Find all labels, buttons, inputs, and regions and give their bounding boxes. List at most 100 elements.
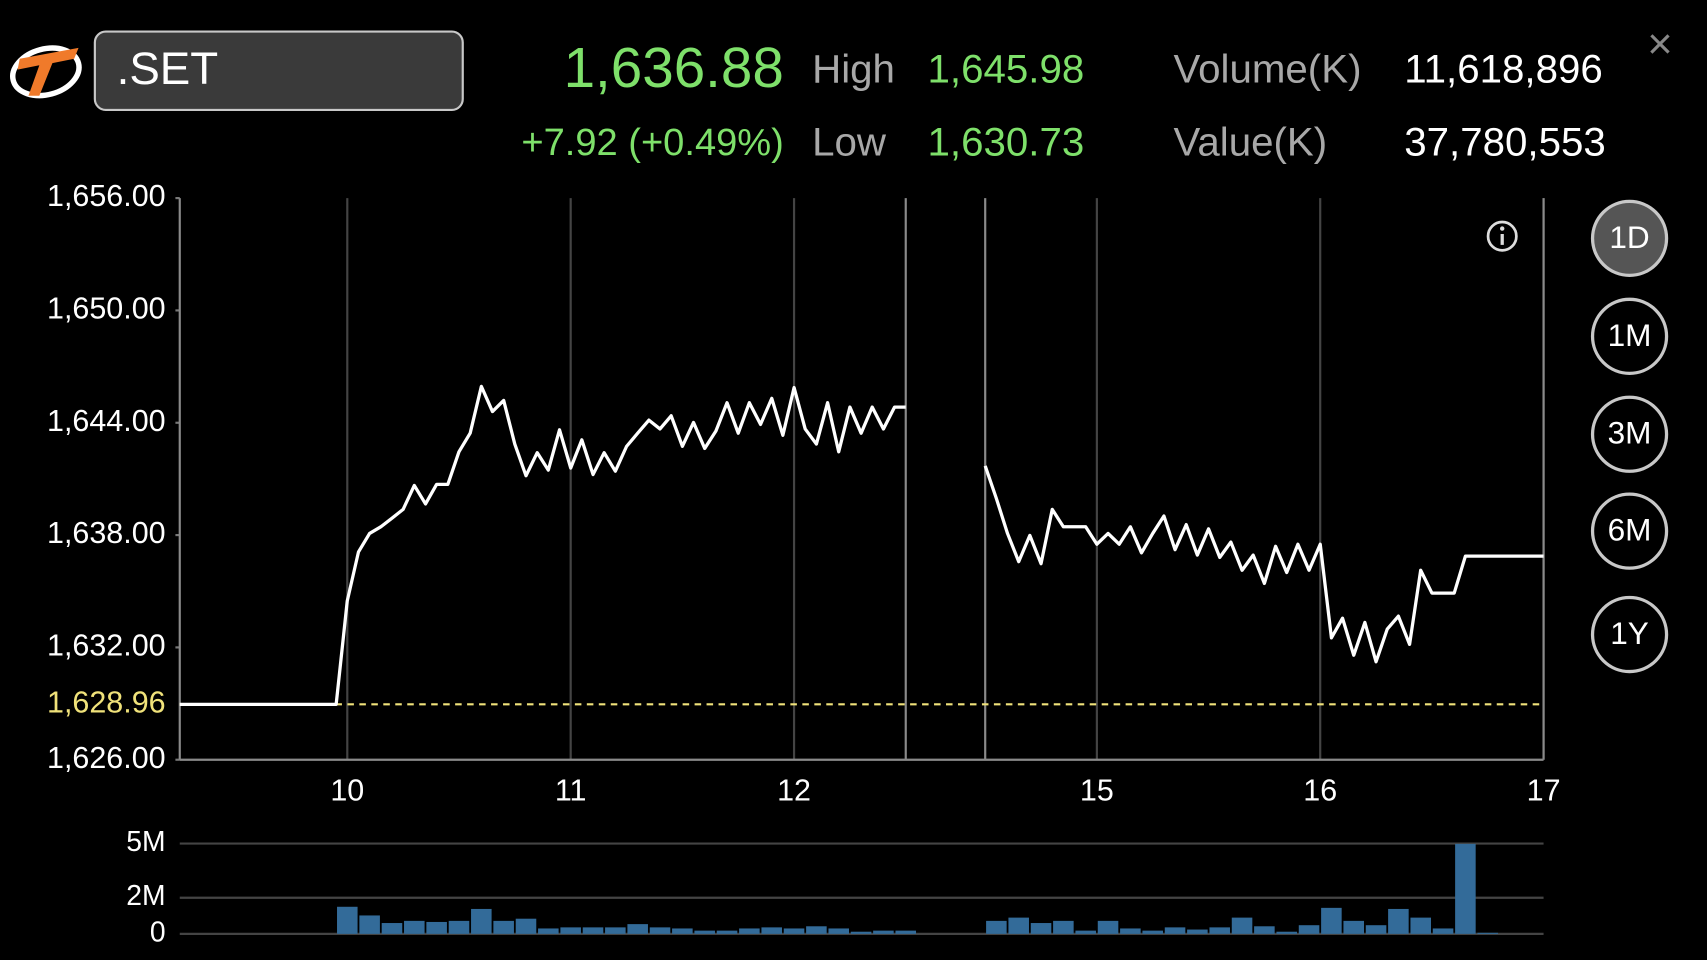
x-tick-label: 17 xyxy=(1527,773,1561,807)
info-dot xyxy=(1500,226,1505,231)
period-label: 1D xyxy=(1609,219,1649,255)
volume-bar xyxy=(1053,920,1074,934)
symbol-box[interactable] xyxy=(93,30,464,112)
volume-bar xyxy=(1209,927,1230,934)
x-tick-label: 16 xyxy=(1303,773,1337,807)
volume-bar xyxy=(986,920,1007,934)
period-circle xyxy=(1590,297,1669,375)
volume-bar xyxy=(560,927,581,934)
value-label: Value(K) xyxy=(1174,119,1328,164)
volume-bar xyxy=(1187,929,1208,934)
period-button[interactable]: 1Y xyxy=(1590,595,1669,674)
volume-bar xyxy=(493,920,514,934)
y-tick-label: 1,644.00 xyxy=(47,404,166,438)
period-button[interactable]: 3M xyxy=(1590,395,1669,473)
period-button[interactable]: 6M xyxy=(1590,492,1669,570)
volume-bar xyxy=(1388,908,1409,934)
x-tick-label: 10 xyxy=(330,773,364,807)
volume-bar xyxy=(850,931,872,934)
period-button[interactable]: 1M xyxy=(1590,297,1669,375)
x-tick-label: 15 xyxy=(1080,773,1114,807)
period-circle xyxy=(1590,492,1669,570)
x-tick-label: 12 xyxy=(777,773,811,807)
plot: 1,626.00 1,632.00 1,638.00 1,644.00 1,650.00… xyxy=(47,179,1561,947)
period-label: 1M xyxy=(1608,317,1652,353)
period-label: 6M xyxy=(1608,512,1652,548)
low-value: 1,630.73 xyxy=(928,119,1085,164)
volume-bar xyxy=(359,915,380,934)
volume-bar xyxy=(515,918,537,934)
volume-bar xyxy=(761,927,782,934)
period-label: 1Y xyxy=(1610,615,1649,651)
x-tick-label: 11 xyxy=(555,773,587,807)
y-tick-label: 1,626.00 xyxy=(47,741,166,775)
volume-bar xyxy=(1097,920,1119,934)
volume-bar xyxy=(1343,920,1364,934)
close-button[interactable]: × xyxy=(1647,20,1672,68)
change: +7.92 (+0.49%) xyxy=(521,122,784,164)
volume-bar xyxy=(381,923,403,934)
volume-bar xyxy=(1477,932,1499,934)
volume-tick-label: 0 xyxy=(150,915,166,947)
period-circle xyxy=(1590,395,1669,473)
volume-bar xyxy=(426,921,447,934)
logo xyxy=(10,45,82,99)
volume-bar xyxy=(672,928,693,934)
period-label: 3M xyxy=(1608,415,1652,451)
volume-bar xyxy=(739,928,760,934)
volume-bar xyxy=(1075,930,1096,934)
y-tick-label: 1,638.00 xyxy=(47,516,166,550)
y-tick-label: 1,632.00 xyxy=(47,628,166,662)
volume-bar xyxy=(605,927,626,934)
volume-bar xyxy=(783,928,805,934)
price-line xyxy=(179,384,1544,706)
period-buttons: 1D 1M 3M 6M 1Y xyxy=(1590,199,1669,674)
volume-bar xyxy=(806,926,827,934)
logo-mark xyxy=(17,47,79,96)
volume-bar xyxy=(895,930,917,934)
info-icon[interactable] xyxy=(1486,220,1518,252)
high-value: 1,645.98 xyxy=(928,46,1085,91)
volume-bar xyxy=(582,927,604,934)
volume-bar xyxy=(1142,930,1163,934)
volume-bar xyxy=(649,927,671,934)
low-label: Low xyxy=(812,119,887,164)
volume-bar xyxy=(716,930,738,934)
volume-bar xyxy=(1432,928,1454,934)
logo-ring xyxy=(10,45,82,99)
volume-bar xyxy=(828,928,850,934)
volume-tick-label: 2M xyxy=(126,879,165,911)
symbol: .SET xyxy=(117,43,219,94)
volume-bar xyxy=(448,920,470,934)
volume-bar xyxy=(404,920,425,934)
volume-bar xyxy=(1231,917,1253,934)
volume-bar xyxy=(1365,925,1387,934)
volume-bar xyxy=(873,930,894,934)
high-label: High xyxy=(812,46,895,91)
info-ring xyxy=(1486,220,1518,252)
volume-bar xyxy=(1008,917,1029,934)
reference-label: 1,628.96 xyxy=(47,685,166,719)
y-tick-label: 1,656.00 xyxy=(47,179,166,213)
volume-bar xyxy=(1410,917,1432,934)
volume-bar xyxy=(538,928,559,934)
value-value: 37,780,553 xyxy=(1404,119,1606,164)
volume-bar xyxy=(1254,926,1275,934)
volume-bar xyxy=(694,930,715,934)
volume-bar xyxy=(627,924,648,934)
volume-bar xyxy=(471,908,492,934)
volume-bar xyxy=(1030,923,1052,934)
volume-bar xyxy=(1276,931,1297,934)
period-circle xyxy=(1590,595,1669,674)
volume-bar xyxy=(1455,843,1476,934)
volume-bar xyxy=(1120,928,1141,934)
volume-bar xyxy=(1298,925,1320,934)
volume-value: 11,618,896 xyxy=(1404,46,1603,91)
y-tick-label: 1,650.00 xyxy=(47,291,166,325)
volume-label: Volume(K) xyxy=(1174,46,1362,91)
volume-tick-label: 5M xyxy=(126,825,165,857)
period-button[interactable]: 1D xyxy=(1590,199,1669,278)
